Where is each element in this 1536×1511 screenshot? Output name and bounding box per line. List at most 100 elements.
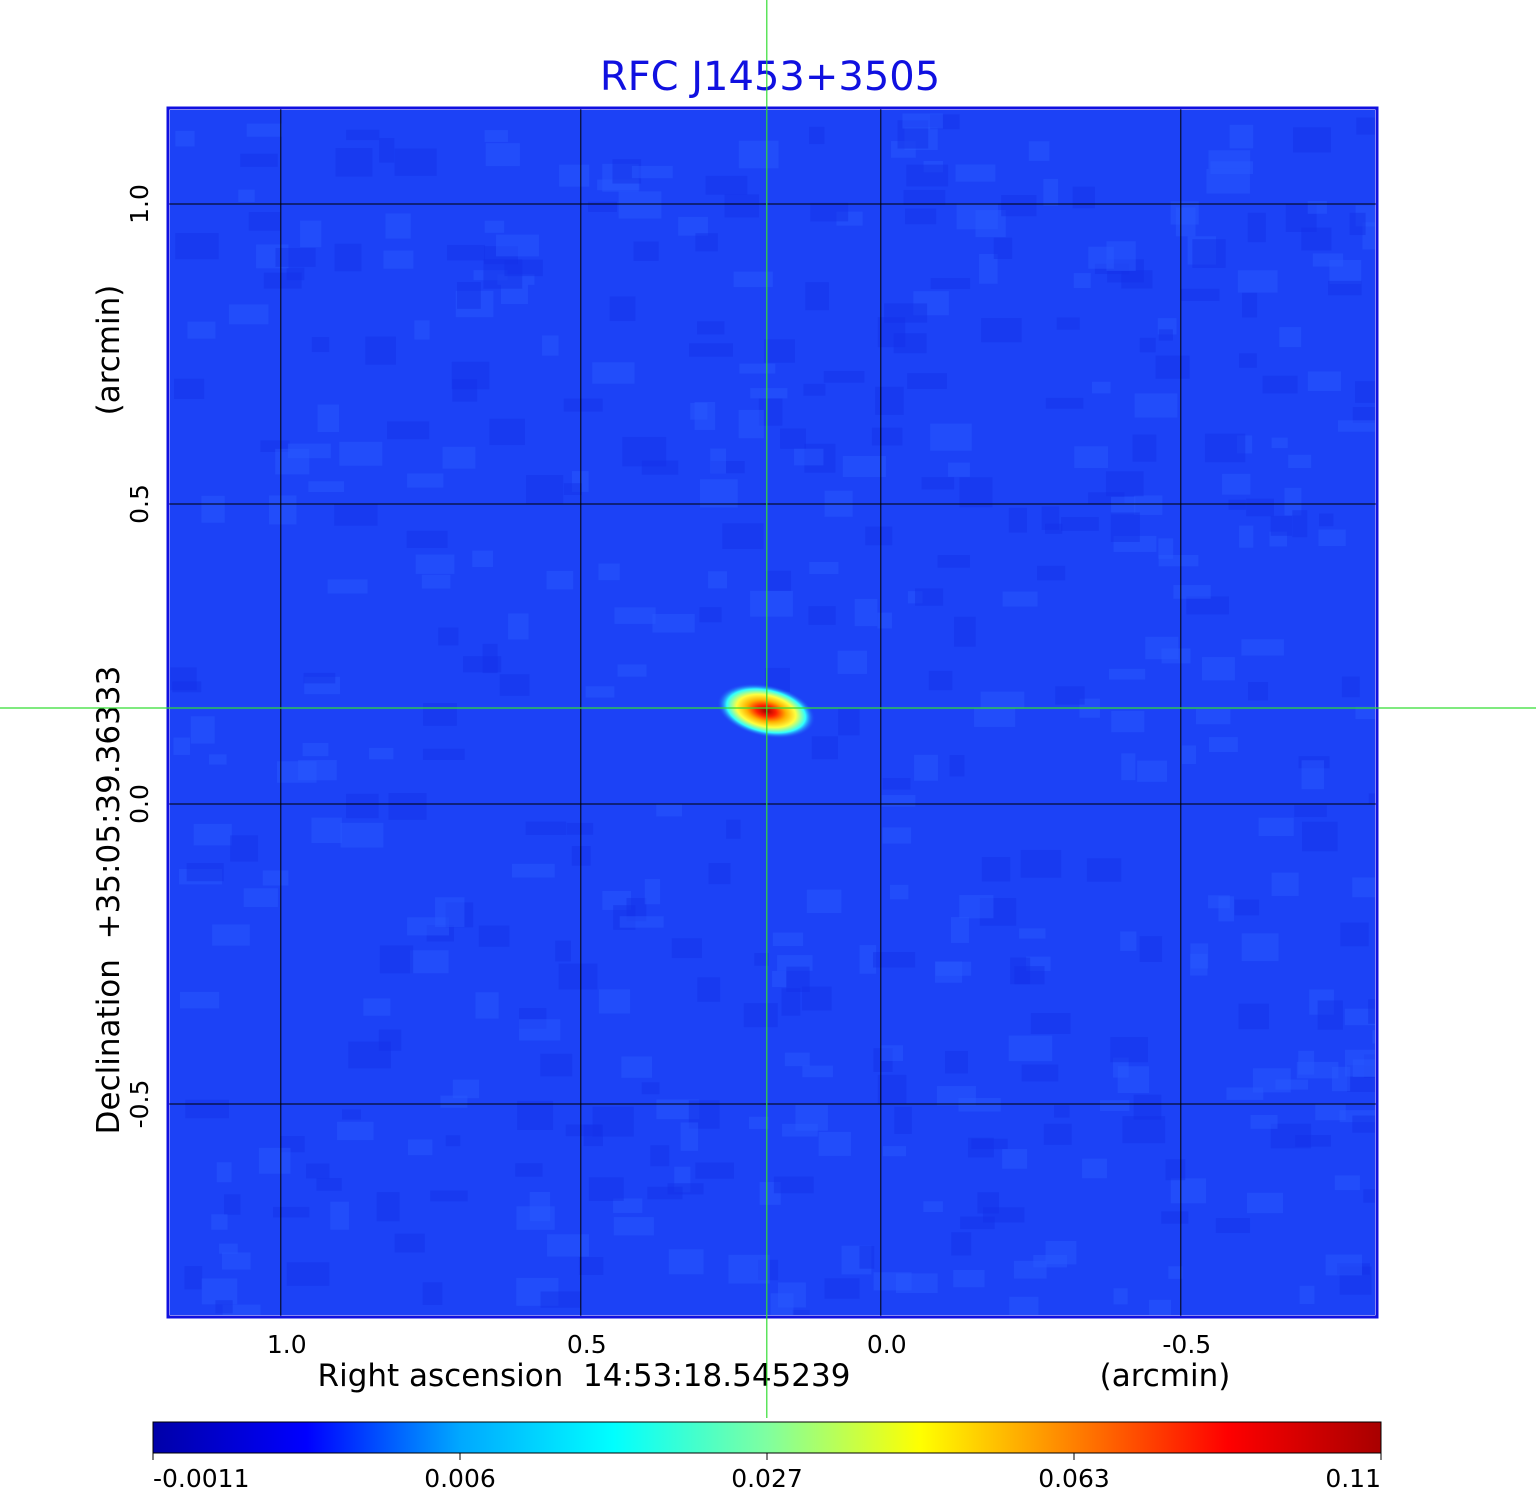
image-noise <box>170 113 1375 1315</box>
noise-patch <box>697 321 725 335</box>
noise-patch <box>272 1206 310 1218</box>
noise-patch <box>201 495 225 523</box>
noise-patch <box>613 1217 654 1236</box>
noise-patch <box>440 1095 468 1108</box>
noise-patch <box>980 691 1025 709</box>
noise-patch <box>792 1309 810 1315</box>
noise-patch <box>529 1192 551 1222</box>
noise-patch <box>993 237 1013 259</box>
noise-patch <box>1170 1178 1207 1204</box>
noise-patch <box>1279 327 1302 348</box>
noise-patch <box>1073 273 1091 289</box>
noise-patch <box>1355 706 1375 720</box>
noise-patch <box>212 924 250 946</box>
noise-patch <box>1258 817 1294 837</box>
noise-patch <box>472 550 494 568</box>
noise-patch <box>959 477 993 508</box>
noise-patch <box>902 113 943 129</box>
radio-source <box>716 683 816 739</box>
noise-patch <box>1208 895 1230 909</box>
noise-patch <box>907 373 947 389</box>
noise-patch <box>873 952 916 968</box>
noise-patch <box>937 555 970 568</box>
noise-patch <box>327 579 368 594</box>
noise-patch <box>334 243 362 272</box>
noise-patch <box>1030 1013 1071 1034</box>
noise-patch <box>824 1278 860 1299</box>
noise-patch <box>376 1192 400 1222</box>
noise-patch <box>758 398 783 426</box>
noise-patch <box>1228 499 1246 510</box>
noise-patch <box>592 362 635 384</box>
noise-patch <box>1271 872 1299 896</box>
noise-patch <box>559 164 590 187</box>
noise-patch <box>1088 492 1125 505</box>
noise-patch <box>1222 473 1251 495</box>
noise-patch <box>219 1243 238 1254</box>
noise-patch <box>873 1272 912 1291</box>
noise-patch <box>445 902 474 928</box>
noise-patch <box>1113 1057 1129 1078</box>
noise-patch <box>445 1135 461 1147</box>
noise-patch <box>750 590 793 617</box>
noise-patch <box>1298 1050 1315 1075</box>
noise-patch <box>690 402 708 420</box>
noise-patch <box>801 986 832 1011</box>
noise-patch <box>303 672 336 684</box>
noise-patch <box>722 523 764 549</box>
noise-patch <box>619 916 664 928</box>
noise-patch <box>1344 1008 1375 1026</box>
noise-patch <box>750 388 788 399</box>
noise-patch <box>809 126 825 145</box>
noise-patch <box>650 1145 670 1167</box>
noise-patch <box>379 945 414 974</box>
noise-patch <box>423 703 457 726</box>
noise-patch <box>633 241 659 261</box>
noise-patch <box>184 1266 203 1290</box>
noise-patch <box>1054 1105 1070 1118</box>
noise-patch <box>780 428 806 449</box>
noise-patch <box>311 817 342 844</box>
noise-patch <box>1352 1115 1375 1133</box>
noise-patch <box>175 233 219 260</box>
noise-patch <box>1236 435 1253 454</box>
noise-patch <box>1106 241 1136 271</box>
noise-patch <box>823 370 865 383</box>
noise-patch <box>795 1104 828 1131</box>
noise-patch <box>1299 1285 1315 1305</box>
noise-patch <box>442 446 476 469</box>
noise-patch <box>809 561 839 575</box>
noise-patch <box>979 898 1017 926</box>
noise-patch <box>1318 529 1346 547</box>
noise-patch <box>906 164 949 187</box>
noise-patch <box>511 863 555 878</box>
noise-patch <box>733 271 773 288</box>
noise-patch <box>516 1277 559 1306</box>
noise-patch <box>452 379 478 402</box>
noise-patch <box>519 1019 561 1041</box>
noise-patch <box>1208 150 1251 169</box>
noise-patch <box>246 123 282 137</box>
noise-patch <box>426 925 454 942</box>
noise-patch <box>1110 512 1140 542</box>
noise-patch <box>1288 454 1312 469</box>
noise-patch <box>1248 682 1269 701</box>
noise-patch <box>1242 292 1258 318</box>
noise-patch <box>1161 648 1191 664</box>
noise-patch <box>802 1065 833 1078</box>
noise-patch <box>1158 538 1174 559</box>
noise-patch <box>705 175 748 195</box>
noise-patch <box>1352 877 1375 898</box>
colorbar-tick-label: 0.006 <box>424 1464 496 1493</box>
noise-patch <box>950 917 969 943</box>
noise-patch <box>211 1214 228 1230</box>
noise-patch <box>710 448 727 474</box>
noise-patch <box>955 164 996 182</box>
noise-patch <box>179 869 223 885</box>
noise-patch <box>260 440 290 452</box>
noise-patch <box>1247 212 1266 243</box>
noise-patch <box>483 246 518 265</box>
noise-patch <box>1107 259 1144 283</box>
noise-patch <box>667 1183 704 1195</box>
noise-patch <box>275 247 316 267</box>
